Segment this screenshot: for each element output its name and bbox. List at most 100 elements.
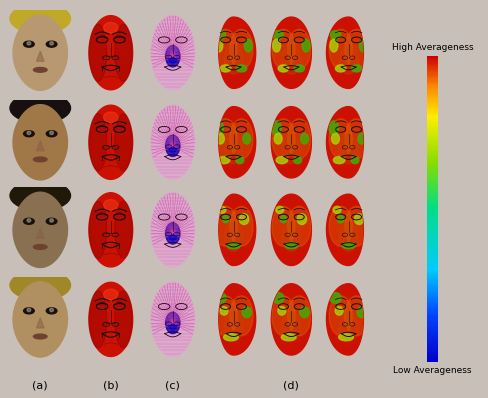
Ellipse shape — [329, 206, 352, 246]
Ellipse shape — [103, 112, 118, 123]
Ellipse shape — [329, 121, 339, 135]
Ellipse shape — [168, 49, 177, 63]
Ellipse shape — [330, 31, 341, 39]
Ellipse shape — [351, 65, 362, 72]
Ellipse shape — [278, 65, 289, 72]
Ellipse shape — [89, 24, 107, 81]
Ellipse shape — [168, 226, 177, 240]
Ellipse shape — [27, 131, 31, 135]
Ellipse shape — [287, 29, 311, 69]
Polygon shape — [37, 228, 44, 238]
Ellipse shape — [282, 223, 301, 251]
Polygon shape — [37, 140, 44, 151]
Ellipse shape — [338, 216, 344, 223]
Ellipse shape — [23, 41, 34, 47]
Ellipse shape — [272, 119, 295, 159]
Ellipse shape — [221, 65, 231, 72]
Polygon shape — [219, 194, 256, 265]
Ellipse shape — [287, 206, 311, 246]
Ellipse shape — [230, 29, 253, 69]
Ellipse shape — [89, 114, 107, 171]
Polygon shape — [89, 16, 133, 90]
Ellipse shape — [294, 65, 305, 72]
Ellipse shape — [294, 156, 302, 164]
Ellipse shape — [23, 131, 34, 137]
Polygon shape — [151, 193, 195, 267]
Ellipse shape — [168, 139, 177, 153]
Ellipse shape — [34, 68, 47, 72]
Ellipse shape — [239, 214, 249, 224]
Ellipse shape — [10, 181, 70, 211]
Text: (a): (a) — [32, 380, 48, 390]
Ellipse shape — [272, 206, 295, 246]
Ellipse shape — [339, 223, 358, 251]
Ellipse shape — [354, 214, 364, 224]
Ellipse shape — [345, 29, 368, 69]
Ellipse shape — [335, 306, 343, 315]
Ellipse shape — [339, 312, 358, 341]
Ellipse shape — [27, 308, 31, 312]
Ellipse shape — [345, 206, 368, 246]
Ellipse shape — [301, 133, 308, 144]
Ellipse shape — [115, 24, 132, 81]
Ellipse shape — [27, 42, 31, 45]
Ellipse shape — [23, 308, 34, 314]
Ellipse shape — [285, 242, 298, 249]
Ellipse shape — [168, 316, 177, 330]
Polygon shape — [13, 105, 67, 180]
Ellipse shape — [46, 131, 57, 137]
Ellipse shape — [165, 312, 180, 334]
Polygon shape — [326, 107, 364, 178]
Ellipse shape — [333, 206, 341, 213]
Polygon shape — [271, 17, 311, 88]
Ellipse shape — [276, 206, 284, 213]
Ellipse shape — [215, 39, 223, 52]
Text: Low Averageness: Low Averageness — [393, 366, 471, 375]
Text: (c): (c) — [165, 380, 180, 390]
Ellipse shape — [214, 206, 237, 246]
Ellipse shape — [223, 216, 229, 223]
Ellipse shape — [89, 201, 107, 258]
Ellipse shape — [50, 42, 54, 45]
Ellipse shape — [50, 308, 54, 312]
Ellipse shape — [331, 133, 340, 144]
Ellipse shape — [360, 39, 367, 52]
Ellipse shape — [34, 157, 47, 162]
Ellipse shape — [243, 133, 251, 144]
Ellipse shape — [224, 46, 243, 74]
Ellipse shape — [272, 293, 284, 303]
Ellipse shape — [339, 334, 353, 341]
Ellipse shape — [165, 46, 180, 67]
Ellipse shape — [302, 39, 310, 52]
Ellipse shape — [214, 296, 237, 336]
Polygon shape — [326, 284, 364, 355]
Ellipse shape — [10, 270, 70, 300]
Ellipse shape — [329, 29, 352, 69]
Ellipse shape — [230, 206, 253, 246]
Ellipse shape — [236, 65, 247, 72]
Ellipse shape — [276, 156, 287, 164]
Ellipse shape — [339, 135, 358, 164]
Ellipse shape — [103, 199, 118, 210]
Ellipse shape — [214, 29, 237, 69]
Polygon shape — [151, 16, 195, 90]
Ellipse shape — [50, 131, 54, 135]
Polygon shape — [219, 107, 256, 178]
Ellipse shape — [357, 307, 366, 318]
Ellipse shape — [220, 306, 228, 315]
Ellipse shape — [287, 296, 311, 336]
Ellipse shape — [165, 135, 180, 156]
Ellipse shape — [214, 121, 224, 135]
Ellipse shape — [224, 135, 243, 164]
Ellipse shape — [103, 289, 118, 300]
Polygon shape — [37, 318, 44, 328]
Ellipse shape — [50, 219, 54, 222]
Ellipse shape — [242, 307, 251, 318]
Ellipse shape — [215, 31, 225, 39]
Ellipse shape — [224, 223, 243, 251]
Ellipse shape — [278, 306, 286, 315]
Ellipse shape — [273, 31, 284, 39]
Ellipse shape — [342, 242, 355, 249]
Ellipse shape — [244, 39, 252, 52]
Polygon shape — [89, 105, 133, 179]
